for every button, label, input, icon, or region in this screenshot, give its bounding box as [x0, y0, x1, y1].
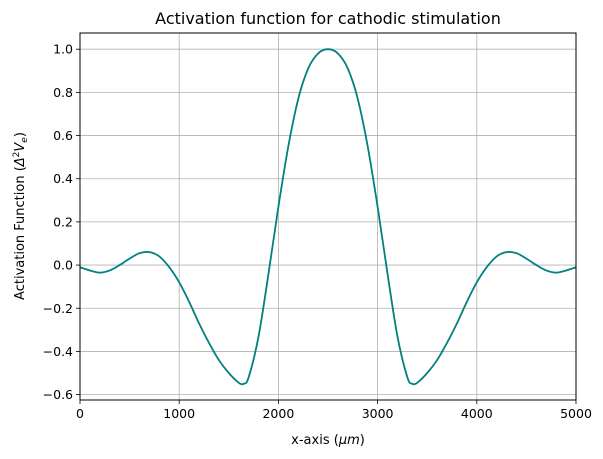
chart-title: Activation function for cathodic stimula… — [155, 9, 501, 28]
plot-frame — [79, 32, 577, 401]
y-tick-label: −0.6 — [43, 387, 73, 402]
y-axis-label: Activation Function (Δ2Ve) — [12, 132, 30, 300]
y-tick-label: 0.2 — [53, 214, 73, 229]
y-tick-label: −0.4 — [43, 344, 73, 359]
y-tick-label: 1.0 — [53, 42, 73, 57]
y-tick-label: −0.2 — [43, 301, 73, 316]
y-tick-label: 0.0 — [53, 258, 73, 273]
series-line — [79, 48, 577, 386]
x-tick-label: 2000 — [262, 406, 294, 421]
y-ticks: −0.6 −0.4 −0.2 0.0 0.2 0.4 0.6 0.8 1.0 — [43, 42, 80, 402]
grid — [79, 33, 577, 400]
x-tick-label: 1000 — [163, 406, 195, 421]
x-axis-label: x-axis (μm) — [291, 433, 365, 448]
x-ticks: 0 1000 2000 3000 4000 5000 — [76, 400, 592, 421]
y-tick-label: 0.6 — [53, 128, 73, 143]
y-tick-label: 0.4 — [53, 171, 73, 186]
x-tick-label: 4000 — [461, 406, 493, 421]
plot-series — [79, 48, 577, 386]
x-tick-label: 3000 — [362, 406, 394, 421]
x-tick-label: 0 — [76, 406, 84, 421]
y-tick-label: 0.8 — [53, 85, 73, 100]
x-tick-label: 5000 — [560, 406, 592, 421]
